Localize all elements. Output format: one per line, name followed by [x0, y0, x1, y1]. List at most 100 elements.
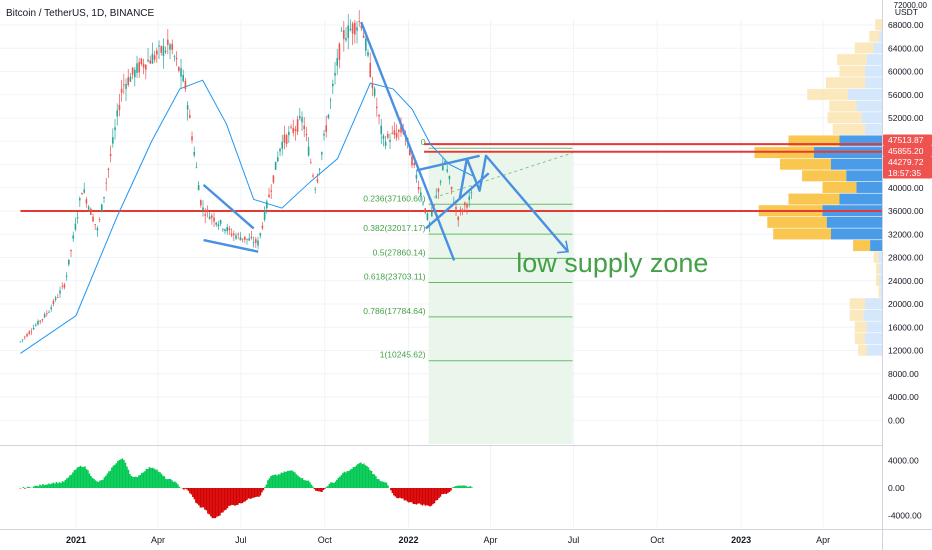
- volume-profile-sell-bar: [846, 170, 882, 182]
- chart-title: Bitcoin / TetherUS, 1D, BINANCE: [6, 8, 155, 19]
- candle-body: [279, 148, 281, 152]
- volume-profile-sell-bar: [879, 263, 882, 275]
- candle-body: [195, 166, 198, 168]
- candle-body: [398, 129, 400, 133]
- trend-line: [203, 238, 259, 253]
- candle-body: [217, 224, 220, 227]
- candle-body: [409, 145, 411, 156]
- volume-profile-buy-bar: [822, 181, 857, 193]
- candle-body: [105, 182, 108, 184]
- candle-body: [266, 201, 268, 209]
- candle-body: [149, 60, 152, 64]
- candle-body: [182, 74, 185, 82]
- annotation-low-supply-zone: low supply zone: [516, 248, 708, 278]
- candle-body: [200, 200, 202, 206]
- candle-body: [244, 236, 246, 240]
- candle-body: [435, 195, 438, 197]
- candle-body: [125, 84, 127, 89]
- axes-layer: 0.00 4000.00 8000.00 12000.00 16000.00 20000.…: [66, 20, 924, 545]
- candle-body: [178, 67, 180, 71]
- candle-body: [94, 224, 97, 225]
- candle-body: [162, 46, 165, 56]
- candle-body: [448, 176, 451, 180]
- candle-body: [444, 161, 446, 163]
- candle-body: [98, 219, 101, 220]
- volume-profile-sell-bar: [878, 251, 882, 263]
- fib-level-label: 0.236(37160.60): [363, 193, 426, 203]
- price-axis-tick-label: 52000.00: [888, 113, 924, 123]
- volume-profile-buy-bar: [869, 30, 880, 42]
- candle-body: [246, 238, 248, 240]
- candle-body: [164, 50, 167, 53]
- candle-body: [387, 134, 389, 138]
- price-label-value: 47513.87: [888, 135, 924, 145]
- candle-body: [316, 179, 319, 182]
- candle-body: [470, 192, 473, 194]
- candle-body: [338, 43, 341, 60]
- volume-profile-sell-bar: [856, 100, 882, 112]
- fib-level-label: 0: [421, 137, 426, 147]
- time-axis-tick-label: 2021: [66, 535, 86, 545]
- time-axis-tick-label: 2023: [731, 535, 751, 545]
- candle-body: [118, 104, 121, 111]
- trend-lines-layer: low supply zone: [202, 21, 708, 278]
- candle-body: [39, 320, 42, 322]
- volume-profile-buy-bar: [788, 193, 840, 205]
- volume-profile-sell-bar: [879, 30, 882, 42]
- time-axis-tick-label: 2022: [399, 535, 419, 545]
- volume-profile-buy-bar: [875, 19, 882, 31]
- price-axis-tick-label: 64000.00: [888, 43, 924, 53]
- candle-body: [384, 141, 387, 146]
- candle-body: [347, 25, 350, 39]
- candle-body: [310, 162, 312, 164]
- candle-body: [160, 46, 163, 53]
- candle-body: [468, 196, 471, 200]
- candle-body: [343, 30, 345, 39]
- moving-average-line: [20, 79, 474, 354]
- candle-body: [35, 325, 37, 326]
- candle-body: [349, 28, 352, 31]
- candle-body: [186, 105, 189, 110]
- volume-profile-sell-bar: [880, 286, 882, 298]
- candle-body: [395, 132, 398, 138]
- candle-body: [237, 233, 240, 235]
- candle-body: [235, 235, 237, 239]
- price-axis-tick-label: 8000.00: [888, 369, 919, 379]
- price-layer: [19, 10, 473, 343]
- candle-body: [107, 168, 110, 170]
- price-axis-unit: USDT: [895, 7, 918, 17]
- candle-body: [285, 135, 288, 144]
- candle-body: [54, 297, 57, 300]
- volume-profile-buy-bar: [876, 274, 880, 286]
- candle-body: [57, 297, 59, 298]
- candle-body: [131, 67, 134, 75]
- candle-body: [263, 210, 266, 220]
- candle-body: [305, 134, 308, 136]
- volume-profile-sell-bar: [861, 112, 882, 124]
- candle-body: [277, 157, 279, 162]
- candle-body: [369, 62, 372, 77]
- candle-body: [191, 136, 193, 141]
- time-axis-tick-label: Oct: [318, 535, 333, 545]
- candle-body: [299, 116, 301, 119]
- volume-profile-sell-bar: [865, 77, 882, 89]
- candle-body: [184, 80, 187, 90]
- candle-body: [123, 84, 125, 86]
- candle-body: [48, 311, 50, 313]
- volume-profile-buy-bar: [839, 65, 865, 77]
- candle-body: [156, 50, 158, 55]
- candle-body: [345, 38, 347, 41]
- candle-body: [79, 198, 81, 201]
- volume-profile-buy-bar: [836, 54, 867, 66]
- candle-body: [136, 63, 138, 73]
- moving-average-layer: [20, 79, 474, 354]
- price-axis-tick-label: 36000.00: [888, 206, 924, 216]
- volume-profile-buy-bar: [854, 333, 865, 345]
- candle-body: [272, 175, 275, 183]
- candle-body: [65, 275, 68, 277]
- candle-body: [259, 233, 262, 236]
- candle-body: [142, 63, 145, 68]
- time-axis-tick-label: Apr: [484, 535, 498, 545]
- projection-diagonal: [428, 152, 573, 200]
